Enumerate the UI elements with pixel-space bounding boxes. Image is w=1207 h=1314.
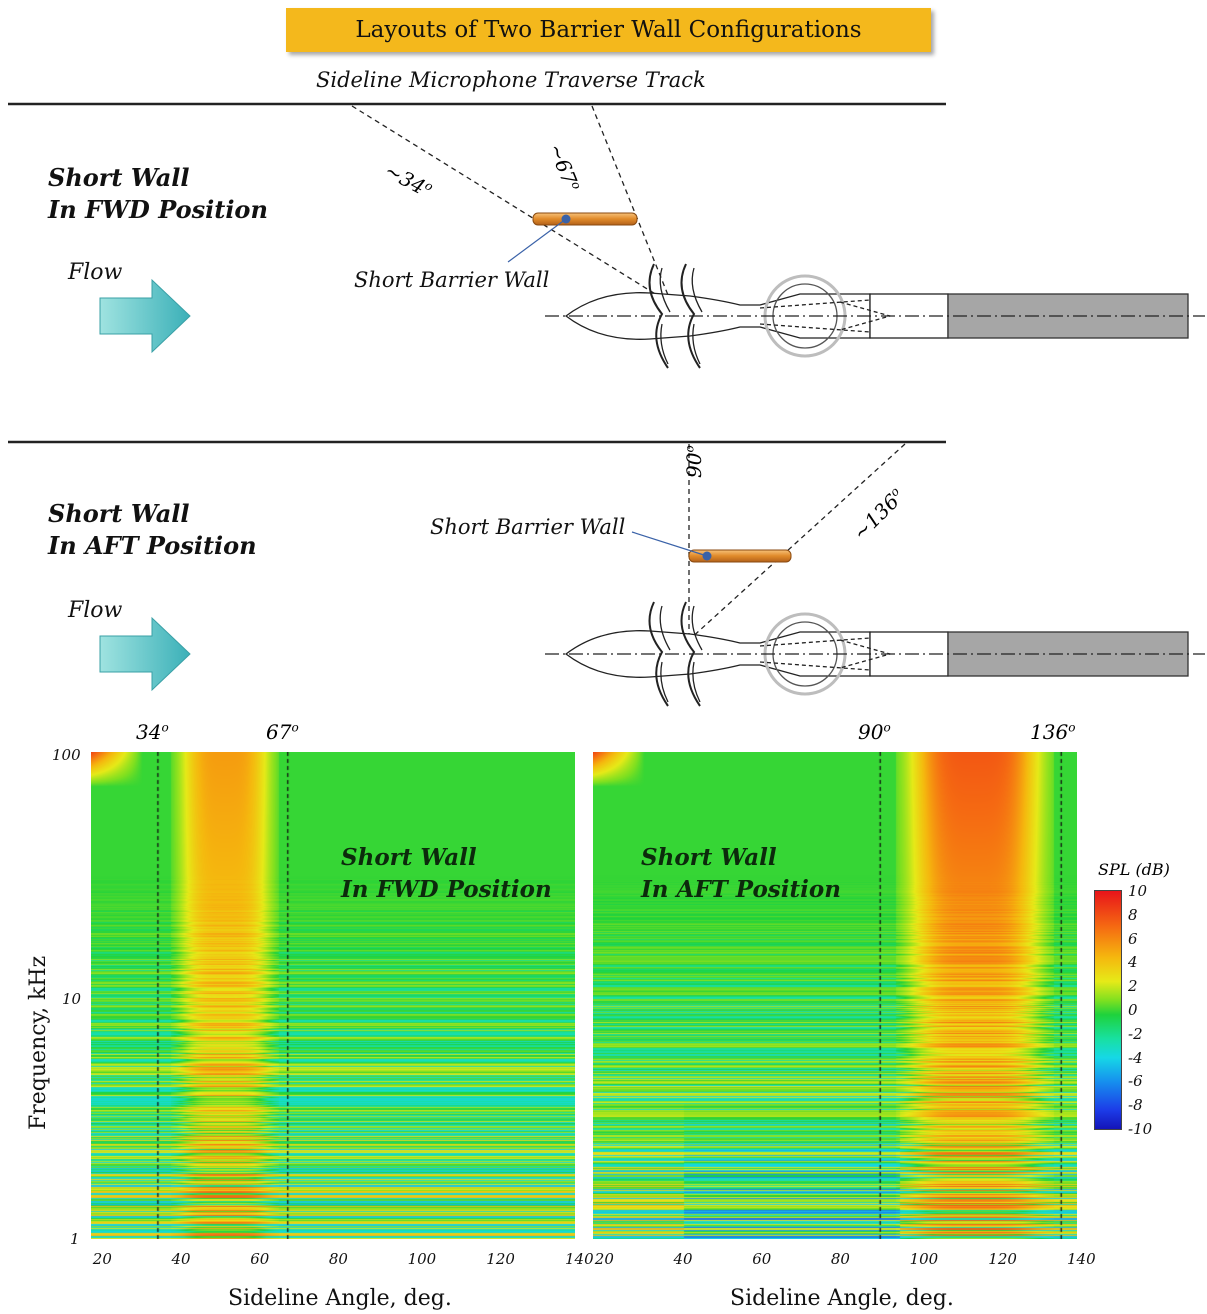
config-fwd-line1: Short Wall (48, 163, 190, 192)
overlay-fwd-line1: Short Wall (341, 844, 477, 871)
x-tick-100: 100 (909, 1250, 939, 1268)
wall-label-fwd: Short Barrier Wall (354, 268, 550, 292)
marker-label-34: 34o (136, 720, 169, 744)
config-fwd-line2: In FWD Position (48, 195, 268, 224)
track-label: Sideline Microphone Traverse Track (316, 68, 706, 92)
angle-label-90: 90o (682, 445, 706, 478)
x-tick-120: 120 (988, 1250, 1017, 1268)
x-tick-20: 20 (92, 1250, 112, 1268)
colorbar-tick: 4 (1128, 953, 1138, 972)
marker-label-90: 90o (858, 720, 891, 744)
heatmap-fwd-container (91, 752, 575, 1239)
flow-arrow-aft (99, 616, 191, 692)
x-tick-140: 140 (1067, 1250, 1096, 1268)
x-tick-60: 60 (752, 1250, 772, 1268)
colorbar-tick: 2 (1128, 977, 1138, 996)
x-tick-40: 40 (673, 1250, 693, 1268)
colorbar-tick: 6 (1128, 929, 1138, 948)
sightline-67 (591, 105, 671, 301)
colorbar-label: SPL (dB) (1098, 860, 1170, 879)
y-tick-1: 1 (70, 1230, 80, 1248)
colorbar-tick: -10 (1128, 1120, 1153, 1138)
x-tick-20: 20 (594, 1250, 614, 1268)
marker-label-67: 67o (266, 720, 299, 744)
overlay-fwd-line2: In FWD Position (341, 876, 552, 903)
y-tick-100: 100 (52, 746, 81, 764)
config-fwd-diagram (8, 102, 1205, 369)
x-tick-60: 60 (250, 1250, 270, 1268)
marker-136-value: 136 (1030, 720, 1069, 744)
colorbar-tick: -8 (1128, 1096, 1143, 1115)
barrier-wall-aft (688, 549, 792, 563)
config-aft-line1: Short Wall (48, 499, 190, 528)
x-tick-80: 80 (328, 1250, 348, 1268)
colorbar-tick: -2 (1128, 1024, 1143, 1043)
colorbar-tick: 8 (1128, 905, 1138, 924)
marker-label-136: 136o (1030, 720, 1076, 744)
overlay-aft-line2: In AFT Position (641, 876, 841, 903)
sightline-136 (688, 443, 906, 641)
x-tick-40: 40 (171, 1250, 191, 1268)
marker-90-value: 90 (858, 720, 884, 744)
x-tick-140: 140 (565, 1250, 594, 1268)
colorbar-tick: 10 (1128, 882, 1148, 900)
marker-67-value: 67 (266, 720, 292, 744)
heatmap-aft-container (593, 752, 1077, 1239)
sightline-34 (351, 105, 666, 301)
x-tick-80: 80 (830, 1250, 850, 1268)
layout-diagram (8, 102, 1205, 707)
flow-label-fwd: Flow (68, 260, 123, 285)
x-tick-120: 120 (486, 1250, 515, 1268)
wall-label-aft: Short Barrier Wall (430, 515, 626, 539)
config-aft-line2: In AFT Position (48, 531, 257, 560)
flow-label-aft: Flow (68, 598, 123, 623)
marker-34-value: 34 (136, 720, 162, 744)
y-axis-label: Frequency, kHz (26, 955, 51, 1130)
angle-90-value: 90 (682, 452, 706, 478)
colorbar-tick: 0 (1128, 1001, 1138, 1019)
title-banner: Layouts of Two Barrier Wall Configuratio… (286, 8, 931, 52)
y-tick-10: 10 (62, 990, 82, 1008)
x-axis-label-fwd: Sideline Angle, deg. (228, 1286, 452, 1311)
heatmap-aft-plot (593, 752, 1077, 1239)
overlay-fwd: Short Wall In FWD Position (341, 842, 552, 906)
x-tick-100: 100 (407, 1250, 437, 1268)
colorbar (1094, 890, 1122, 1130)
flow-arrow-fwd (99, 278, 191, 354)
heatmap-fwd-plot (91, 752, 575, 1239)
x-axis-label-aft: Sideline Angle, deg. (730, 1286, 954, 1311)
overlay-aft-line1: Short Wall (641, 844, 777, 871)
title-text: Layouts of Two Barrier Wall Configuratio… (355, 17, 862, 43)
config-fwd-label: Short Wall In FWD Position (48, 162, 268, 226)
config-aft-label: Short Wall In AFT Position (48, 498, 257, 562)
wall-leader-line (507, 218, 567, 263)
overlay-aft: Short Wall In AFT Position (641, 842, 841, 906)
colorbar-tick: -6 (1128, 1072, 1143, 1091)
colorbar-tick: -4 (1128, 1048, 1143, 1067)
wall-leader-line-aft (631, 531, 708, 557)
barrier-wall-fwd (532, 212, 638, 226)
config-aft-diagram (8, 440, 1205, 707)
